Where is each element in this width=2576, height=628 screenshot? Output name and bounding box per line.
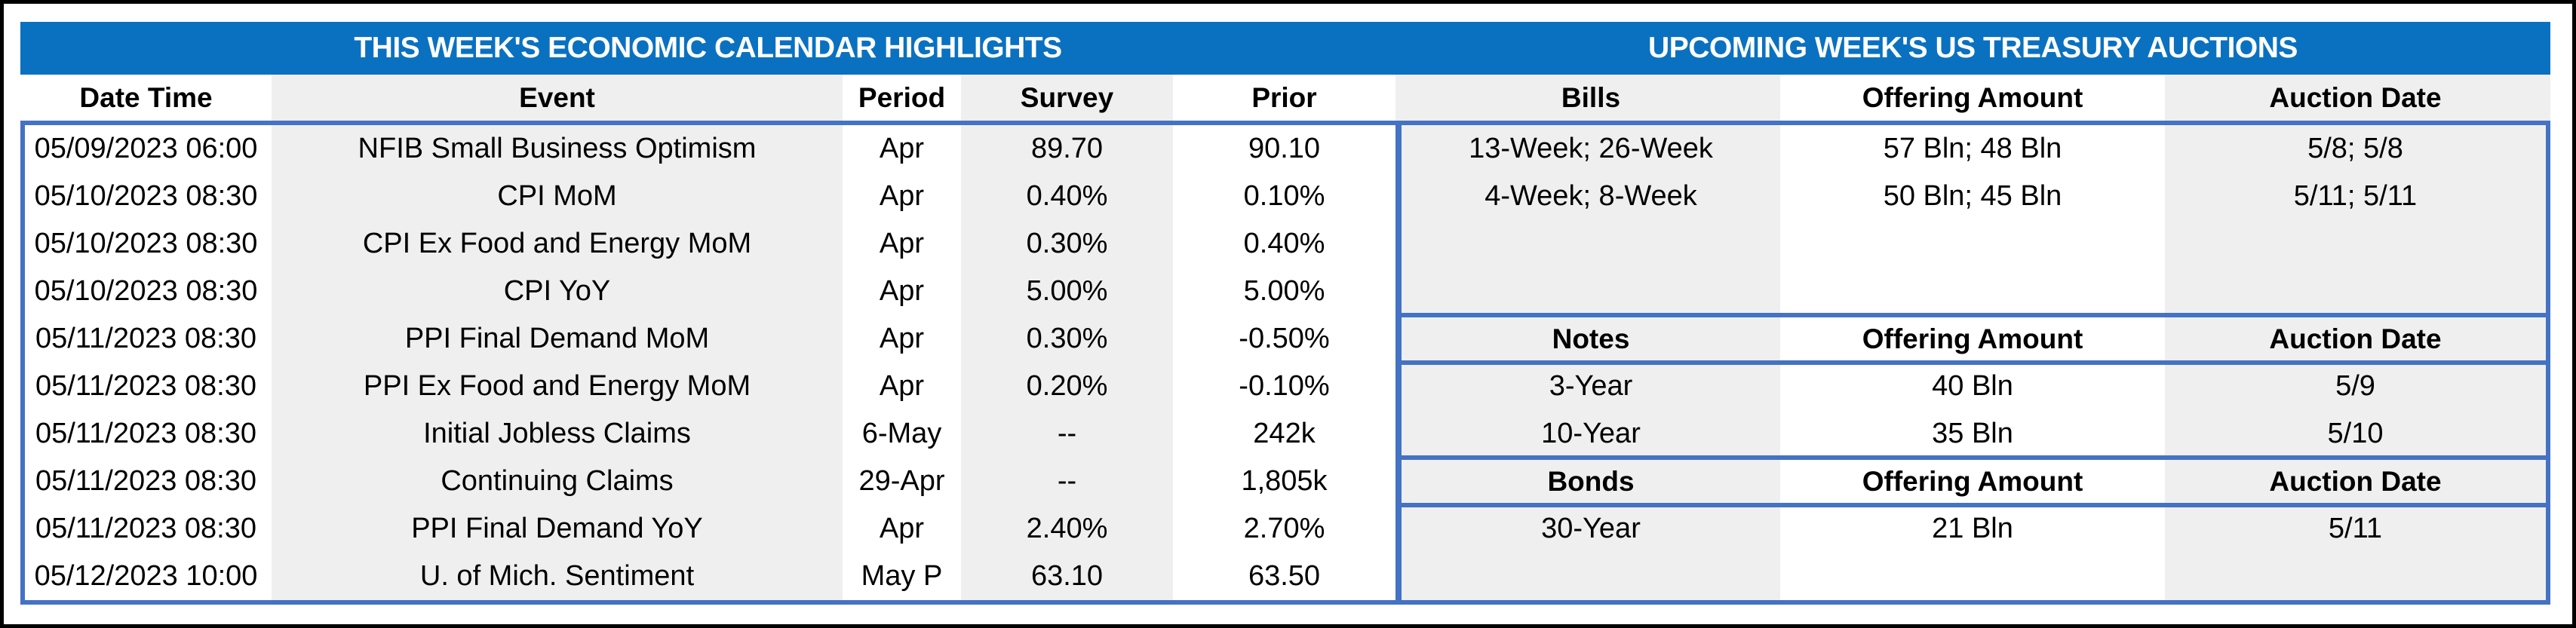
cell-prior: 0.10% [1243,180,1325,212]
notes-section-bottom-border [1395,360,2550,365]
column-header-period: Period [858,81,946,113]
auction-date-column-shade [2165,75,2550,605]
cell-prior: 242k [1253,418,1316,449]
cell-note-term: 10-Year [1541,418,1641,449]
economic-calendar-and-auctions-table: THIS WEEK'S ECONOMIC CALENDAR HIGHLIGHTS… [20,22,2550,605]
section-header-bonds: Bonds [1547,465,1635,497]
cell-period: Apr [879,133,925,164]
column-header-auction-date: Auction Date [2269,81,2442,113]
cell-period: Apr [879,275,925,307]
cell-datetime: 05/11/2023 08:30 [35,418,256,449]
cell-period: Apr [879,323,925,354]
right-table-right-border [2546,125,2550,605]
cell-period: May P [861,560,943,592]
cell-bill-term: 4-Week; 8-Week [1485,180,1697,212]
cell-prior: -0.10% [1239,370,1330,402]
column-header-date-time: Date Time [79,81,213,113]
cell-auction-date: 5/8; 5/8 [2307,133,2403,164]
cell-datetime: 05/10/2023 08:30 [34,275,258,307]
cell-prior: 90.10 [1248,133,1321,164]
title-bar: THIS WEEK'S ECONOMIC CALENDAR HIGHLIGHTS… [20,22,2550,75]
cell-event: NFIB Small Business Optimism [358,133,757,164]
cell-prior: -0.50% [1239,323,1330,354]
cell-offering-amount: 35 Bln [1932,418,2013,449]
section-header-auction-date: Auction Date [2269,465,2442,497]
cell-offering-amount: 50 Bln; 45 Bln [1883,180,2062,212]
section-header-notes: Notes [1552,323,1630,354]
section-header-auction-date: Auction Date [2269,323,2442,354]
cell-offering-amount: 57 Bln; 48 Bln [1883,133,2062,164]
cell-auction-date: 5/9 [2335,370,2375,402]
bills-column-shade [1395,75,1780,605]
table-divider-border [1395,125,1402,605]
cell-offering-amount: 21 Bln [1932,513,2013,544]
cell-event: CPI MoM [497,180,617,212]
cell-period: 6-May [861,418,942,449]
cell-datetime: 05/11/2023 08:30 [35,465,256,497]
bonds-section-bottom-border [1395,503,2550,507]
table-bottom-border [20,600,2550,605]
cell-period: Apr [879,370,925,402]
column-header-event: Event [519,81,595,113]
left-table-title: THIS WEEK'S ECONOMIC CALENDAR HIGHLIGHTS [354,32,1062,64]
cell-event: Initial Jobless Claims [423,418,691,449]
cell-period: Apr [879,228,925,259]
cell-period: Apr [879,513,925,544]
cell-event: PPI Final Demand MoM [404,323,710,354]
cell-survey: 0.30% [1026,228,1108,259]
cell-prior: 2.70% [1243,513,1325,544]
cell-survey: 0.30% [1026,323,1108,354]
cell-datetime: 05/12/2023 10:00 [34,560,258,592]
column-header-bills: Bills [1561,81,1621,113]
cell-offering-amount: 40 Bln [1932,370,2013,402]
cell-datetime: 05/11/2023 08:30 [35,323,256,354]
cell-datetime: 05/10/2023 08:30 [34,228,258,259]
cell-datetime: 05/11/2023 08:30 [35,513,256,544]
cell-event: U. of Mich. Sentiment [419,560,695,592]
cell-survey: -- [1057,418,1077,449]
cell-survey: 63.10 [1030,560,1104,592]
column-header-offering-amount: Offering Amount [1862,81,2083,113]
cell-event: PPI Ex Food and Energy MoM [363,370,751,402]
cell-auction-date: 5/11 [2328,513,2383,544]
cell-period: Apr [879,180,925,212]
event-column-shade [272,75,843,605]
header-underline [20,121,2550,125]
cell-auction-date: 5/10 [2327,418,2384,449]
cell-prior: 0.40% [1243,228,1325,259]
left-table-left-border [20,125,25,605]
cell-event: Continuing Claims [441,465,674,497]
bonds-section-top-border [1395,455,2550,460]
cell-prior: 63.50 [1248,560,1321,592]
cell-datetime: 05/09/2023 06:00 [34,133,258,164]
cell-survey: 0.40% [1026,180,1108,212]
cell-survey: 89.70 [1030,133,1104,164]
cell-bill-term: 13-Week; 26-Week [1469,133,1713,164]
cell-survey: -- [1057,465,1077,497]
cell-bond-term: 30-Year [1541,513,1641,544]
notes-section-top-border [1395,313,2550,317]
cell-survey: 5.00% [1026,275,1108,307]
cell-period: 29-Apr [858,465,945,497]
survey-column-shade [961,75,1173,605]
column-header-prior: Prior [1251,81,1317,113]
cell-survey: 2.40% [1026,513,1108,544]
cell-datetime: 05/11/2023 08:30 [35,370,256,402]
section-header-offering-amount: Offering Amount [1862,323,2083,354]
cell-note-term: 3-Year [1549,370,1633,402]
column-header-survey: Survey [1020,81,1114,113]
right-table-title: UPCOMING WEEK'S US TREASURY AUCTIONS [1648,32,2298,64]
cell-auction-date: 5/11; 5/11 [2293,180,2418,212]
cell-prior: 5.00% [1243,275,1325,307]
cell-event: PPI Final Demand YoY [411,513,703,544]
cell-prior: 1,805k [1241,465,1328,497]
cell-event: CPI Ex Food and Energy MoM [362,228,752,259]
section-header-offering-amount: Offering Amount [1862,465,2083,497]
cell-survey: 0.20% [1026,370,1108,402]
cell-datetime: 05/10/2023 08:30 [34,180,258,212]
cell-event: CPI YoY [503,275,611,307]
